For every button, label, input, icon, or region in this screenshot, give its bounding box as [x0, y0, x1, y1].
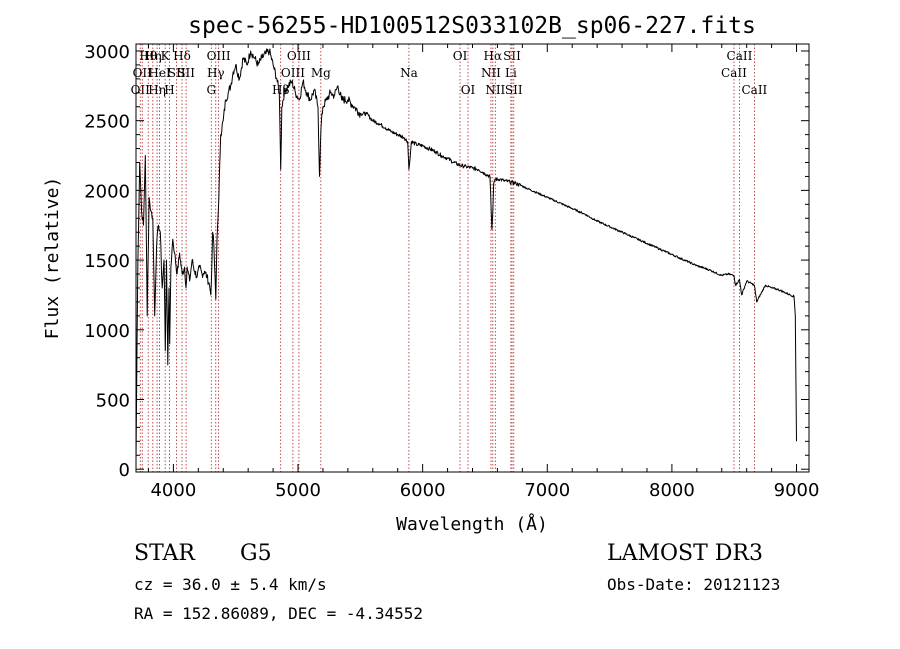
plot-frame: [135, 43, 810, 473]
y-axis-label: Flux (relative): [42, 177, 63, 340]
line-label-21: NII: [481, 66, 501, 80]
x-tick-label-2: 6000: [400, 480, 446, 501]
line-label-20: OI: [461, 83, 476, 97]
line-label-26: SII: [505, 83, 523, 97]
line-label-14: Hβ: [272, 83, 289, 97]
line-label-3: Hη: [144, 49, 162, 63]
y-tick-label-2: 1000: [84, 321, 130, 342]
x-tick-label-5: 9000: [774, 480, 820, 501]
line-label-29: CaII: [741, 83, 767, 97]
y-tick-label-1: 500: [96, 391, 130, 412]
line-label-25: SII: [503, 49, 521, 63]
emission-line-markers: OIIOIIHθHηHηHeIKHSIIHδSIIGHγOIIIHβOIIIOI…: [131, 44, 768, 472]
x-tick-label-1: 5000: [275, 480, 321, 501]
x-tick-label-4: 8000: [649, 480, 695, 501]
spectral-subclass: G5: [240, 541, 272, 566]
line-label-4: Hη: [148, 83, 166, 97]
line-label-13: OIII: [207, 49, 231, 63]
x-axis-ticks: 4000 5000 6000 7000 8000 9000: [147, 44, 820, 501]
line-label-10: SII: [177, 66, 195, 80]
line-label-0: OII: [131, 83, 151, 97]
line-label-18: Na: [400, 66, 418, 80]
y-tick-label-4: 2000: [84, 181, 130, 202]
x-tick-label-3: 7000: [524, 480, 570, 501]
line-label-27: CaII: [721, 66, 747, 80]
coordinates-readout: RA = 152.86089, DEC = -4.34552: [134, 604, 423, 623]
redshift-readout: cz = 36.0 ± 5.4 km/s: [134, 575, 327, 594]
line-label-8: SII: [168, 66, 186, 80]
line-label-16: OIII: [287, 49, 311, 63]
line-label-23: NII: [485, 83, 505, 97]
line-label-19: OI: [453, 49, 468, 63]
line-label-15: OIII: [281, 66, 305, 80]
y-tick-label-5: 2500: [84, 112, 130, 133]
line-label-11: G: [206, 83, 216, 97]
observation-date: Obs-Date: 20121123: [607, 575, 780, 594]
y-tick-label-3: 1500: [84, 251, 130, 272]
y-tick-label-6: 3000: [84, 42, 130, 63]
line-label-12: Hγ: [207, 66, 225, 80]
chart-title: spec-56255-HD100512S033102B_sp06-227.fit…: [188, 13, 756, 39]
line-label-6: K: [161, 49, 171, 63]
spectrum-line-0: [135, 48, 797, 463]
line-label-9: Hδ: [173, 49, 191, 63]
line-label-22: Hα: [484, 49, 503, 63]
series-group: [135, 48, 797, 463]
line-label-28: CaII: [727, 49, 753, 63]
line-label-7: H: [164, 83, 174, 97]
x-axis-label: Wavelength (Å): [396, 513, 548, 535]
y-tick-label-0: 0: [119, 460, 130, 481]
x-tick-label-0: 4000: [150, 480, 196, 501]
survey-name: LAMOST DR3: [607, 541, 763, 566]
line-label-17: Mg: [311, 66, 331, 80]
object-class: STAR: [134, 541, 196, 566]
line-label-1: OII: [133, 66, 153, 80]
y-axis-ticks: 0 500 1000 1500 2000 2500 3000: [84, 42, 809, 481]
line-label-24: Li: [505, 66, 517, 80]
